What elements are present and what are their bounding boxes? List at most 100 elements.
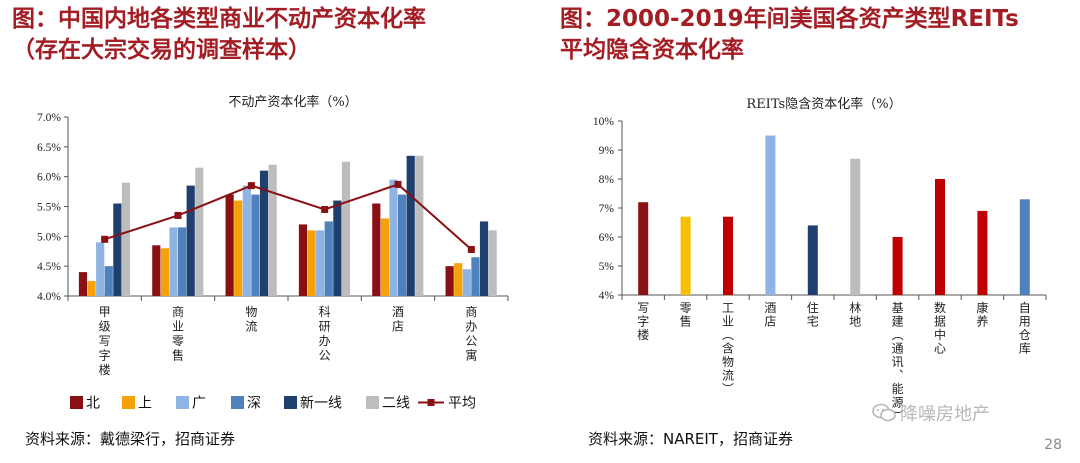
category-label: 甲级写字楼 (99, 305, 111, 377)
average-marker (467, 245, 475, 253)
y-tick-label: 7.0% (37, 112, 61, 124)
bar (104, 266, 113, 296)
y-tick-label: 6.0% (37, 172, 61, 184)
category-label: 商办公寓 (465, 304, 477, 363)
y-tick-label: 5.5% (37, 202, 61, 214)
bar (462, 269, 471, 296)
y-tick-label: 5.0% (37, 231, 61, 243)
y-tick-label: 6.5% (37, 142, 61, 154)
y-tick-label: 8% (599, 174, 615, 186)
legend-swatch (284, 396, 297, 409)
bar (160, 248, 169, 296)
bar (488, 230, 497, 296)
bar (892, 237, 903, 295)
category-label: 写字楼 (637, 301, 649, 342)
average-marker (247, 182, 255, 190)
category-label: 科研办公 (319, 305, 331, 363)
bar (680, 216, 691, 295)
average-line (104, 183, 472, 251)
bar (195, 167, 204, 296)
legend-swatch (70, 396, 83, 409)
category-label: 物流 (245, 305, 257, 334)
bar (242, 185, 251, 296)
bar (169, 227, 178, 296)
y-tick-label: 4.5% (37, 261, 61, 273)
bar (389, 179, 398, 296)
bar (445, 266, 454, 296)
bar (479, 221, 489, 296)
y-tick-label: 5% (599, 261, 615, 273)
bar (324, 221, 333, 296)
bar (113, 203, 122, 296)
y-tick-label: 10% (593, 116, 615, 128)
cap-rate-china-chart: 不动产资本化率（%） 4.0% 4.5% 5.0% 5.5% 6.0% 6.5% 7.0% 甲级… (37, 94, 509, 412)
bar (225, 194, 234, 296)
y-tick-label: 6% (599, 232, 615, 244)
bar (372, 203, 381, 296)
bar (454, 263, 463, 296)
bar (1019, 199, 1030, 295)
legend-label: 北 (86, 396, 100, 412)
right-heading-line-1: 图：2000-2019年间美国各资产类型REITs (560, 6, 1019, 32)
bar (78, 272, 88, 296)
bar (259, 170, 269, 296)
bar (178, 227, 187, 296)
legend-label: 上 (138, 396, 152, 412)
chart-title: REITs隐含资本化率（%） (746, 96, 901, 112)
watermark: 降噪房地产 (872, 400, 990, 426)
bar (723, 216, 733, 295)
average-marker (321, 205, 329, 213)
right-heading-line-2: 平均隐含资本化率 (560, 37, 744, 63)
y-tick-label: 9% (599, 145, 615, 157)
category-label: 商业零售 (172, 304, 184, 363)
left-source-note: 资料来源：戴德梁行，招商证券 (25, 430, 236, 448)
legend-label: 平均 (448, 396, 476, 412)
bar (251, 194, 260, 296)
bar (298, 224, 308, 296)
average-marker (174, 211, 182, 219)
bar (765, 135, 776, 295)
legend-label: 深 (247, 396, 261, 412)
legend-swatch (122, 396, 135, 409)
average-marker (394, 180, 402, 188)
bar (406, 155, 415, 296)
legend-label: 广 (192, 396, 206, 412)
bar (96, 242, 105, 296)
category-label: 零售 (680, 301, 692, 329)
category-label: 自用仓库 (1019, 301, 1031, 356)
bar (807, 225, 818, 295)
bar (380, 218, 389, 296)
right-chart-heading: 图：2000-2019年间美国各资产类型REITs 平均隐含资本化率 (560, 4, 1019, 66)
legend-swatch (231, 396, 244, 409)
chart-title: 不动产资本化率（%） (228, 94, 357, 110)
left-heading-line-1: 图：中国内地各类型商业不动产资本化率 (12, 6, 426, 32)
category-label: 酒店 (392, 305, 404, 334)
category-label: 康养 (976, 300, 988, 329)
bar (316, 230, 325, 296)
category-label: 数据中心 (934, 300, 946, 356)
bar (186, 185, 195, 296)
watermark-text: 降噪房地产 (900, 404, 990, 425)
bar (638, 202, 649, 295)
bar (307, 230, 316, 296)
right-source-note: 资料来源：NAREIT，招商证券 (588, 430, 793, 448)
y-tick-label: 4% (599, 290, 615, 302)
bar (850, 158, 861, 295)
category-label: 林地 (849, 301, 861, 329)
bar (268, 164, 277, 296)
bar (121, 182, 131, 296)
bar (977, 210, 988, 295)
bar (341, 161, 351, 296)
bar (398, 194, 407, 296)
bar (471, 257, 480, 296)
bar (935, 179, 945, 295)
page-number: 28 (1044, 437, 1062, 453)
wechat-icon (872, 403, 896, 422)
average-marker (101, 235, 109, 243)
y-tick-label: 7% (599, 203, 615, 215)
legend-swatch (176, 396, 189, 409)
legend: 北 上 广 深 新一线 二线 平均 (70, 396, 476, 412)
category-label: 工业︵含物流︶ (722, 301, 734, 396)
legend-label: 新一线 (300, 396, 342, 412)
left-chart-heading: 图：中国内地各类型商业不动产资本化率 （存在大宗交易的调查样本） (12, 4, 426, 66)
